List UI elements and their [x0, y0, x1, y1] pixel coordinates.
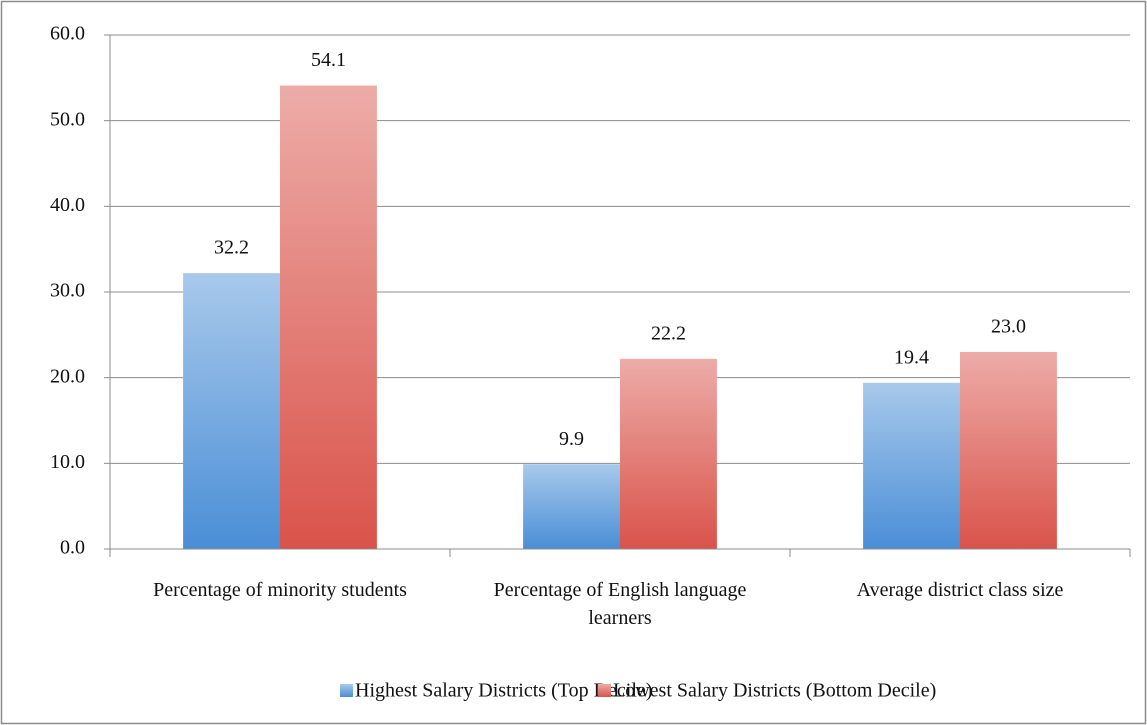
- y-tick-label: 50.0: [50, 108, 85, 130]
- bar: [183, 273, 280, 549]
- data-label: 23.0: [991, 316, 1026, 338]
- x-tick-label: Percentage of English language learners: [493, 579, 747, 629]
- y-tick-label: 0.0: [60, 537, 85, 559]
- data-label: 54.1: [311, 49, 346, 71]
- y-tick-label: 10.0: [50, 451, 85, 473]
- x-tick-label: Percentage of minority students: [153, 579, 407, 601]
- bar: [863, 382, 960, 549]
- y-tick-label: 20.0: [50, 365, 85, 387]
- bar: [280, 85, 377, 549]
- data-label: 9.9: [559, 428, 584, 450]
- legend-swatch: [340, 684, 353, 697]
- legend-label: Highest Salary Districts (Top Decile): [355, 680, 652, 702]
- bar: [523, 464, 620, 549]
- bar: [620, 358, 717, 549]
- bar: [960, 351, 1057, 549]
- data-label: 22.2: [651, 322, 686, 344]
- x-tick-label: Average district class size: [856, 579, 1064, 601]
- legend-label: Lowest Salary Districts (Bottom Decile): [613, 680, 936, 702]
- y-tick-label: 40.0: [50, 194, 85, 216]
- y-tick-label: 60.0: [50, 23, 85, 45]
- data-label: 19.4: [894, 346, 929, 368]
- y-tick-label: 30.0: [50, 280, 85, 302]
- data-label: 32.2: [214, 237, 249, 259]
- legend-swatch: [598, 684, 611, 697]
